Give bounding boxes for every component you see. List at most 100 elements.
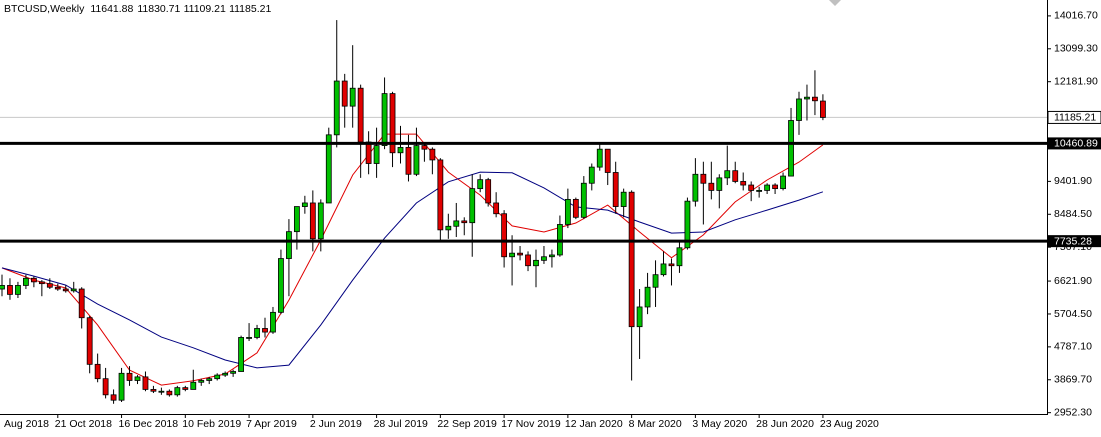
candle-body	[620, 191, 627, 207]
candle-body	[676, 247, 683, 267]
candle-body	[668, 263, 675, 267]
candle-body	[86, 317, 93, 365]
candle-body	[644, 286, 651, 308]
candle-body	[453, 220, 460, 227]
candle-body	[804, 96, 810, 100]
candle-body	[572, 198, 579, 218]
candle-body	[341, 80, 348, 107]
candle-body	[270, 311, 276, 333]
x-tick-label: 23 Aug 2020	[820, 418, 879, 430]
x-tick-label: 10 Feb 2019	[182, 418, 241, 430]
candle-body	[493, 202, 500, 215]
candle-body	[317, 202, 324, 240]
candle-body	[812, 96, 818, 102]
x-tick-label: 3 May 2020	[692, 418, 747, 430]
candle-body	[373, 145, 380, 164]
candle-body	[604, 148, 611, 173]
candle-body	[612, 172, 619, 207]
candle-body	[716, 177, 723, 191]
x-tick-label: 12 Jan 2020	[565, 418, 623, 430]
candle-body	[485, 179, 492, 204]
candle-body	[397, 146, 404, 154]
y-tick-label: 2952.30	[1054, 406, 1092, 418]
candle-body	[309, 202, 316, 240]
y-tick-label: 6621.90	[1054, 275, 1092, 287]
candle-body	[429, 148, 436, 161]
bid-label-box	[1047, 110, 1101, 124]
candle-body	[38, 281, 45, 285]
y-tick-label: 14016.70	[1054, 10, 1098, 22]
candle-body	[381, 93, 388, 146]
y-tick-label: 3869.70	[1054, 374, 1092, 386]
y-tick-label: 13099.30	[1054, 43, 1098, 55]
candle-body	[580, 182, 587, 218]
candle-body	[0, 285, 5, 290]
candle-body	[588, 166, 595, 184]
y-tick-label: 5704.50	[1054, 308, 1092, 320]
candle-body	[23, 277, 29, 286]
candle-body	[94, 363, 101, 380]
candle-body	[78, 288, 85, 319]
candle-body	[389, 93, 396, 154]
x-tick-label: 21 Oct 2018	[55, 418, 112, 430]
candle-body	[158, 390, 165, 393]
candle-body	[30, 277, 37, 283]
level-label-box	[1048, 235, 1101, 248]
x-tick-label: 7 Apr 2019	[246, 418, 297, 430]
candle-body	[469, 188, 476, 224]
candle-body	[780, 175, 786, 190]
candle-body	[118, 372, 125, 401]
candle-body	[134, 376, 141, 381]
candle-body	[357, 87, 364, 143]
x-tick-label: 16 Dec 2018	[119, 418, 179, 430]
x-tick-label: 28 Jul 2019	[374, 418, 428, 430]
x-tick-label: 2 Jun 2019	[310, 418, 362, 430]
candle-body	[142, 376, 149, 390]
candle-body	[517, 252, 523, 256]
candle-body	[477, 179, 484, 190]
candle-body	[238, 337, 245, 372]
candle-body	[652, 274, 659, 288]
y-tick-label: 12181.90	[1054, 75, 1098, 87]
candle-body	[772, 184, 778, 190]
y-tick-label: 8484.50	[1054, 208, 1092, 220]
candle-body	[501, 213, 508, 258]
candle-body	[278, 258, 284, 313]
candle-body	[724, 170, 731, 179]
candle-body	[230, 371, 237, 374]
candle-body	[246, 337, 252, 339]
candle-body	[421, 145, 428, 150]
candle-body	[461, 220, 468, 224]
candle-body	[7, 285, 13, 295]
candle-body	[190, 381, 197, 390]
candle-body	[286, 231, 292, 259]
x-tick-label: Aug 2018	[4, 418, 49, 430]
candle-body	[214, 374, 221, 380]
candle-body	[700, 173, 707, 184]
x-tick-label: 28 Jun 2020	[756, 418, 814, 430]
shift-marker	[829, 0, 841, 6]
candle-body	[564, 198, 571, 225]
candle-body	[533, 259, 539, 267]
candle-body	[166, 390, 173, 396]
candle-body	[254, 328, 260, 338]
level-label-box	[1048, 137, 1101, 150]
candle-body	[756, 190, 763, 192]
candle-body	[405, 146, 412, 175]
candle-body	[70, 288, 77, 292]
candle-body	[150, 389, 157, 392]
candle-body	[764, 184, 771, 191]
candle-body	[349, 87, 356, 107]
candle-body	[110, 394, 117, 401]
candle-body	[54, 286, 61, 290]
candle-body	[301, 202, 308, 207]
candle-body	[596, 148, 603, 168]
candle-body	[525, 254, 531, 267]
plot	[0, 20, 1047, 404]
candle-body	[222, 372, 229, 376]
candle-body	[182, 387, 189, 390]
high-value: 11830.71	[137, 3, 180, 15]
candle-body	[740, 181, 747, 186]
